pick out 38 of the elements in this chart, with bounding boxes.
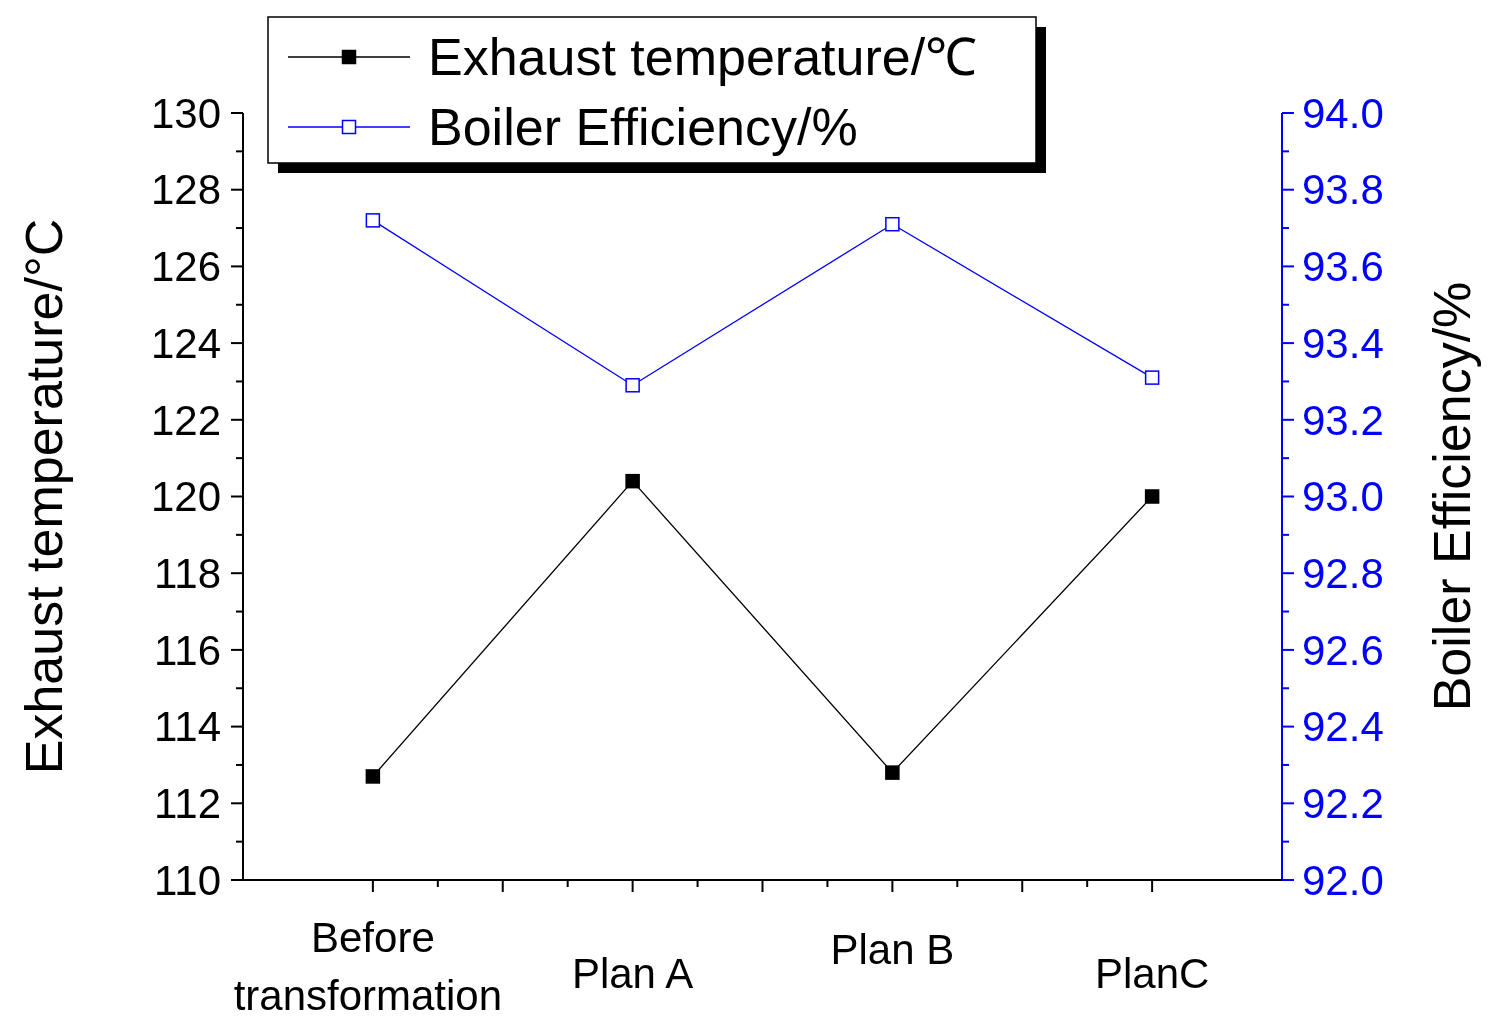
point xyxy=(885,765,900,780)
y-tick-label: 118 xyxy=(154,549,221,597)
y-tick-label: 116 xyxy=(154,626,221,674)
y2-tick-label: 92.8 xyxy=(1302,549,1384,597)
point xyxy=(365,769,381,784)
y-tick-label: 122 xyxy=(150,396,221,444)
x-tick-label: Before transformation xyxy=(233,914,503,1019)
point xyxy=(625,378,640,393)
y-tick-label: 124 xyxy=(150,319,221,367)
y2-axis-title: Boiler Efficiency/% xyxy=(1423,281,1481,712)
y-tick-label: 128 xyxy=(150,166,221,214)
y2-tick-label: 93.8 xyxy=(1302,166,1384,214)
y-tick-label: 130 xyxy=(150,89,221,137)
point xyxy=(885,216,900,232)
x-tick-label: Plan B xyxy=(830,926,955,973)
point xyxy=(365,213,381,228)
y2-tick-label: 92.0 xyxy=(1302,856,1384,904)
y-axis-title: Exhaust temperature/°C xyxy=(15,218,73,775)
legend-label: Exhaust temperature/℃ xyxy=(428,28,978,87)
y-tick-label: 112 xyxy=(154,780,221,827)
x-tick-label: Plan A xyxy=(571,950,694,997)
y2-tick-label: 92.4 xyxy=(1302,703,1384,751)
y2-tick-label: 93.2 xyxy=(1302,396,1384,444)
y2-tick-label: 93.6 xyxy=(1302,243,1384,291)
x-tick-label: PlanC xyxy=(1094,950,1210,997)
point xyxy=(1144,489,1160,504)
y2-tick-label: 94.0 xyxy=(1302,89,1384,137)
legend-label: Boiler Efficiency/% xyxy=(428,98,858,157)
point xyxy=(1144,370,1160,385)
y-tick-label: 114 xyxy=(154,703,221,751)
point xyxy=(625,473,640,489)
y2-tick-label: 93.0 xyxy=(1302,473,1384,521)
y2-tick-label: 93.4 xyxy=(1302,319,1384,367)
y-tick-label: 126 xyxy=(150,243,221,291)
y2-tick-label: 92.6 xyxy=(1302,626,1384,674)
y-tick-label: 120 xyxy=(150,473,221,521)
y2-tick-label: 92.2 xyxy=(1302,780,1384,827)
y-tick-label: 110 xyxy=(154,856,221,904)
